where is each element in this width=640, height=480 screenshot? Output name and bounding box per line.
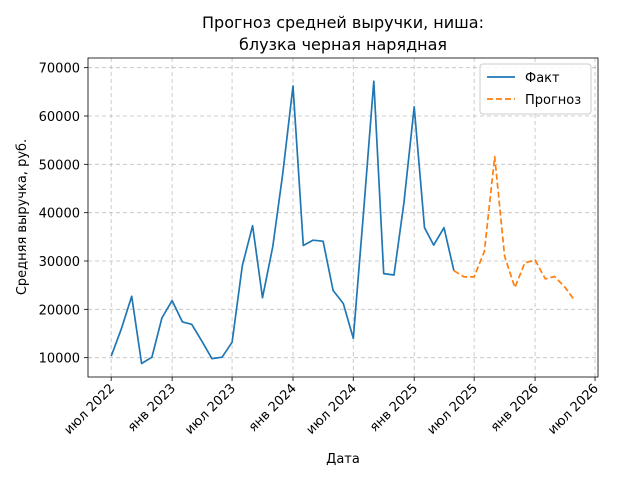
- y-axis-ticks: 10000 20000 30000 40000 50000 60000 70000: [39, 62, 88, 367]
- x-tick-label: янв 2026: [488, 381, 542, 435]
- x-tick-label: янв 2023: [125, 381, 179, 435]
- series-line-fact: [110, 80, 455, 365]
- chart-title-line-1: Прогноз средней выручки, ниша:: [202, 13, 484, 32]
- y-tick-label: 60000: [39, 110, 80, 125]
- y-tick-label: 70000: [39, 62, 80, 77]
- y-tick-label: 50000: [39, 158, 80, 173]
- y-tick-label: 10000: [39, 352, 80, 367]
- legend-label-fact: Факт: [525, 71, 560, 86]
- x-tick-label: июл 2024: [304, 381, 361, 438]
- legend: Факт Прогноз: [479, 63, 592, 115]
- x-tick-label: янв 2024: [246, 381, 300, 435]
- plot-area-frame: [87, 57, 599, 378]
- x-tick-label: июл 2023: [182, 381, 239, 438]
- legend-label-forecast: Прогноз: [525, 93, 581, 108]
- series-line-forecast: [453, 155, 576, 302]
- x-tick-label: июл 2025: [424, 381, 481, 438]
- y-axis-label: Средняя выручка, руб.: [15, 139, 30, 295]
- y-tick-label: 40000: [39, 207, 80, 222]
- grid-lines: [88, 58, 598, 377]
- series-lines: [110, 80, 576, 365]
- x-tick-label: июл 2026: [545, 381, 602, 438]
- x-tick-label: янв 2025: [367, 381, 421, 435]
- x-axis-ticks: июл 2022 янв 2023 июл 2023 янв 2024 июл 2024…: [61, 377, 602, 438]
- chart-title-line-2: блузка черная нарядная: [239, 35, 447, 54]
- y-tick-label: 20000: [39, 303, 80, 318]
- y-tick-label: 30000: [39, 255, 80, 270]
- x-tick-label: июл 2022: [61, 381, 118, 438]
- x-axis-label: Дата: [326, 452, 360, 467]
